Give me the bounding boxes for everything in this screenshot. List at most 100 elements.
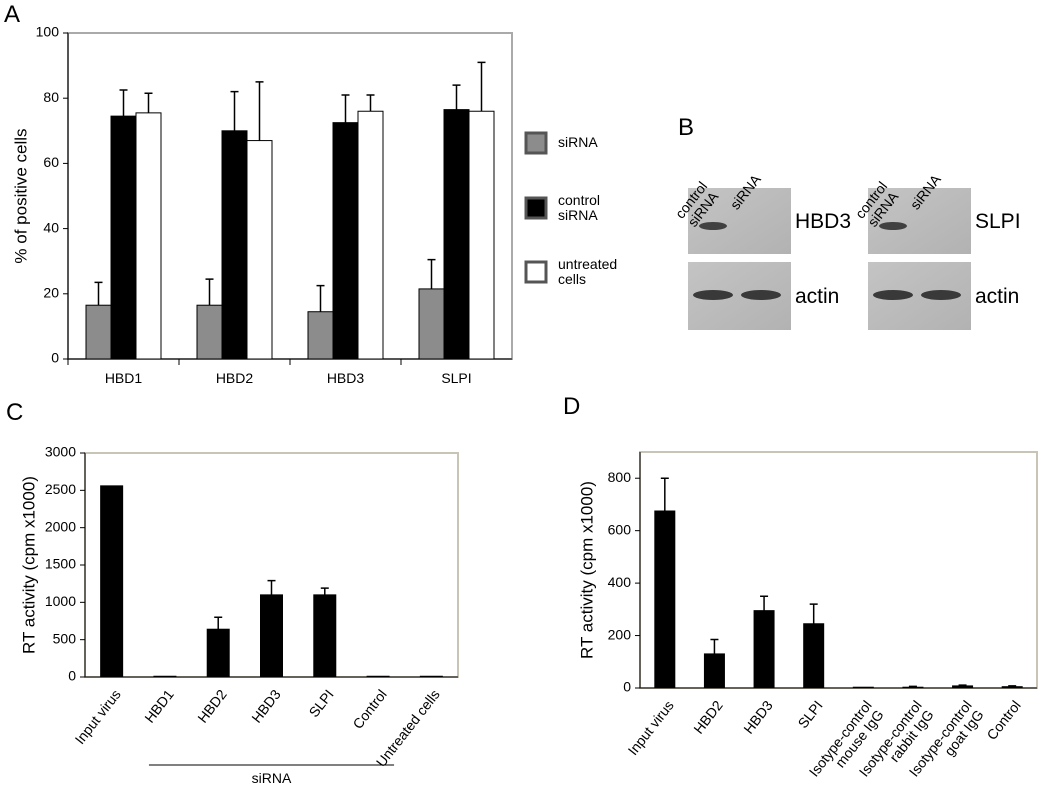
bar [221,130,248,360]
bar [419,675,443,678]
bar [753,610,775,689]
legend-label: untreated cells [558,256,618,287]
y-tick-label: 200 [608,626,632,642]
bar [366,675,390,678]
bar [703,653,725,689]
y-axis-title: RT activity (cpm x1000) [19,476,38,654]
error-bar [660,477,669,511]
error-bar [255,81,264,141]
error-bar [214,616,223,630]
y-axis-title: % of positive cells [11,128,30,263]
y-tick-label: 0 [68,668,76,684]
row-label: SLPI [975,210,1021,233]
bar [1001,686,1023,689]
y-tick-label: 2500 [45,481,76,497]
y-tick-label: 80 [43,89,59,105]
error-bar [366,94,375,112]
error-bar [958,684,967,686]
bar [443,109,470,360]
bar [85,304,112,360]
y-tick-label: 3000 [45,444,76,460]
bar [206,628,230,678]
bar [468,110,495,360]
error-bar [452,84,461,110]
y-tick-label: 400 [608,574,632,590]
legend-swatch [524,131,548,155]
error-bar [230,90,239,131]
y-tick-label: 100 [36,24,60,40]
y-tick-label: 600 [608,521,632,537]
bar [902,686,924,689]
y-tick-label: 40 [43,219,59,235]
y-tick-label: 1000 [45,593,76,609]
legend-label: siRNA [558,134,598,150]
blot-band [693,290,733,300]
bar [196,304,223,360]
blot-band [879,222,907,230]
y-tick-label: 20 [43,285,59,301]
bar [952,685,974,689]
row-label: actin [975,285,1020,308]
error-bar [119,89,128,117]
bar [654,510,676,689]
group-label: siRNA [251,770,292,786]
bar [110,115,137,360]
y-tick-label: 800 [608,469,632,485]
x-tick-label: HBD3 [326,370,365,386]
plot-frame [639,451,1038,689]
error-bar [94,281,103,306]
y-axis-title: RT activity (cpm x1000) [577,481,596,659]
bar [852,686,874,689]
legend-swatch [524,260,548,284]
y-tick-label: 60 [43,154,59,170]
y-tick-label: 2000 [45,518,76,534]
bar [246,140,273,360]
error-bar [477,61,486,112]
blot-band [741,290,781,300]
blot-band [873,290,913,300]
panel-label: D [563,393,581,420]
legend-swatch [524,196,548,220]
blot-band [921,290,961,300]
blot-image [868,188,971,254]
bar [260,594,283,678]
y-tick-label: 0 [623,679,631,695]
bar [153,675,177,678]
bar [332,122,359,360]
error-bar [316,284,325,312]
y-tick-label: 500 [53,630,77,646]
blot-image [688,188,791,254]
legend-label: control siRNA [558,192,601,223]
row-label: HBD3 [795,210,852,233]
error-bar [760,595,769,611]
y-tick-label: 0 [51,350,59,366]
error-bar [144,92,153,113]
error-bar [809,603,818,624]
error-bar [908,685,917,688]
bar [803,623,825,689]
panel-label: C [6,399,24,426]
bar [135,112,162,360]
x-tick-label: HBD1 [104,370,143,386]
bar [418,288,445,360]
bar [357,110,384,360]
x-tick-label: SLPI [441,370,472,386]
error-bar [710,638,719,654]
panel-label: B [678,114,695,141]
panel-label: A [4,1,21,28]
error-bar [341,94,350,123]
bar [307,311,334,360]
bar [313,594,337,678]
error-bar [205,278,214,306]
error-bar [427,258,436,289]
error-bar [320,587,329,595]
y-tick-label: 1500 [45,556,76,572]
bar [100,485,124,678]
error-bar [267,579,276,595]
row-label: actin [795,285,840,308]
x-tick-label: HBD2 [215,370,254,386]
blot-band [699,222,727,230]
error-bar [1008,685,1017,687]
